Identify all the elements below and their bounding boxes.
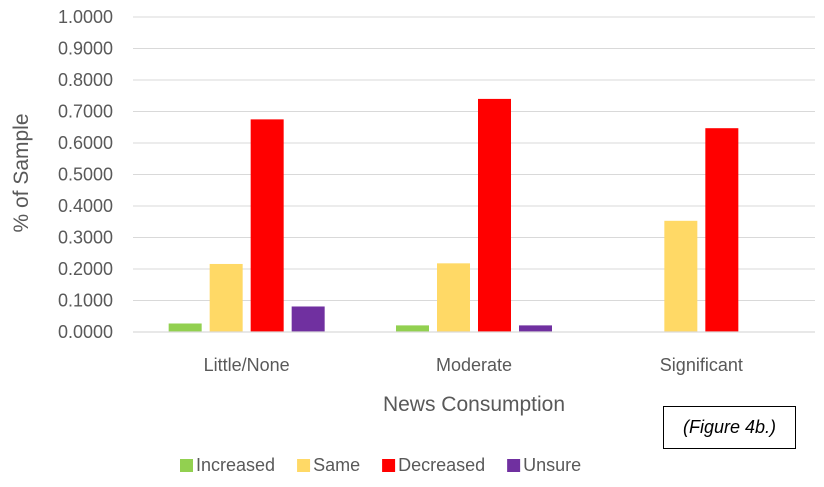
bar-decreased xyxy=(705,128,739,332)
legend-swatch-decreased xyxy=(382,459,396,472)
bar-increased xyxy=(396,325,429,332)
gridlines xyxy=(133,16,815,301)
legend-swatch-same xyxy=(297,459,311,472)
bars xyxy=(168,98,739,333)
y-axis-ticks: 0.0000 0.1000 0.2000 0.3000 0.4000 0.5000 0.60… xyxy=(58,7,113,342)
y-tick-label: 0.3000 xyxy=(58,228,113,248)
bar-same xyxy=(209,263,243,332)
y-tick-label: 0.4000 xyxy=(58,196,113,216)
legend: Increased Same Decreased Unsure xyxy=(180,455,581,475)
y-axis-title: % of Sample xyxy=(10,113,33,232)
figure-note: (Figure 4b.) xyxy=(663,406,796,449)
bar-decreased xyxy=(478,98,511,333)
legend-swatch-unsure xyxy=(507,459,521,472)
bar-same xyxy=(664,220,698,332)
bar-unsure xyxy=(519,325,552,332)
x-tick-label: Moderate xyxy=(436,355,512,375)
y-tick-label: 0.0000 xyxy=(58,322,113,342)
x-tick-label: Significant xyxy=(660,355,743,375)
legend-label: Unsure xyxy=(523,455,581,475)
y-tick-label: 0.8000 xyxy=(58,70,113,90)
legend-swatch-increased xyxy=(180,459,193,472)
x-axis-title: News Consumption xyxy=(383,393,565,416)
legend-label: Increased xyxy=(196,455,275,475)
y-tick-label: 0.1000 xyxy=(58,291,113,311)
bar-increased xyxy=(168,323,202,332)
bar-decreased xyxy=(250,119,284,332)
y-tick-label: 0.7000 xyxy=(58,102,113,122)
legend-label: Decreased xyxy=(398,455,485,475)
bar-same xyxy=(437,263,470,332)
y-tick-label: 0.9000 xyxy=(58,39,113,59)
y-tick-label: 0.2000 xyxy=(58,259,113,279)
bar-unsure xyxy=(291,306,325,332)
y-tick-label: 0.6000 xyxy=(58,133,113,153)
y-tick-label: 1.0000 xyxy=(58,7,113,27)
x-tick-label: Little/None xyxy=(204,355,290,375)
x-axis-ticks: Little/None Moderate Significant xyxy=(204,355,743,375)
y-tick-label: 0.5000 xyxy=(58,165,113,185)
legend-label: Same xyxy=(313,455,360,475)
